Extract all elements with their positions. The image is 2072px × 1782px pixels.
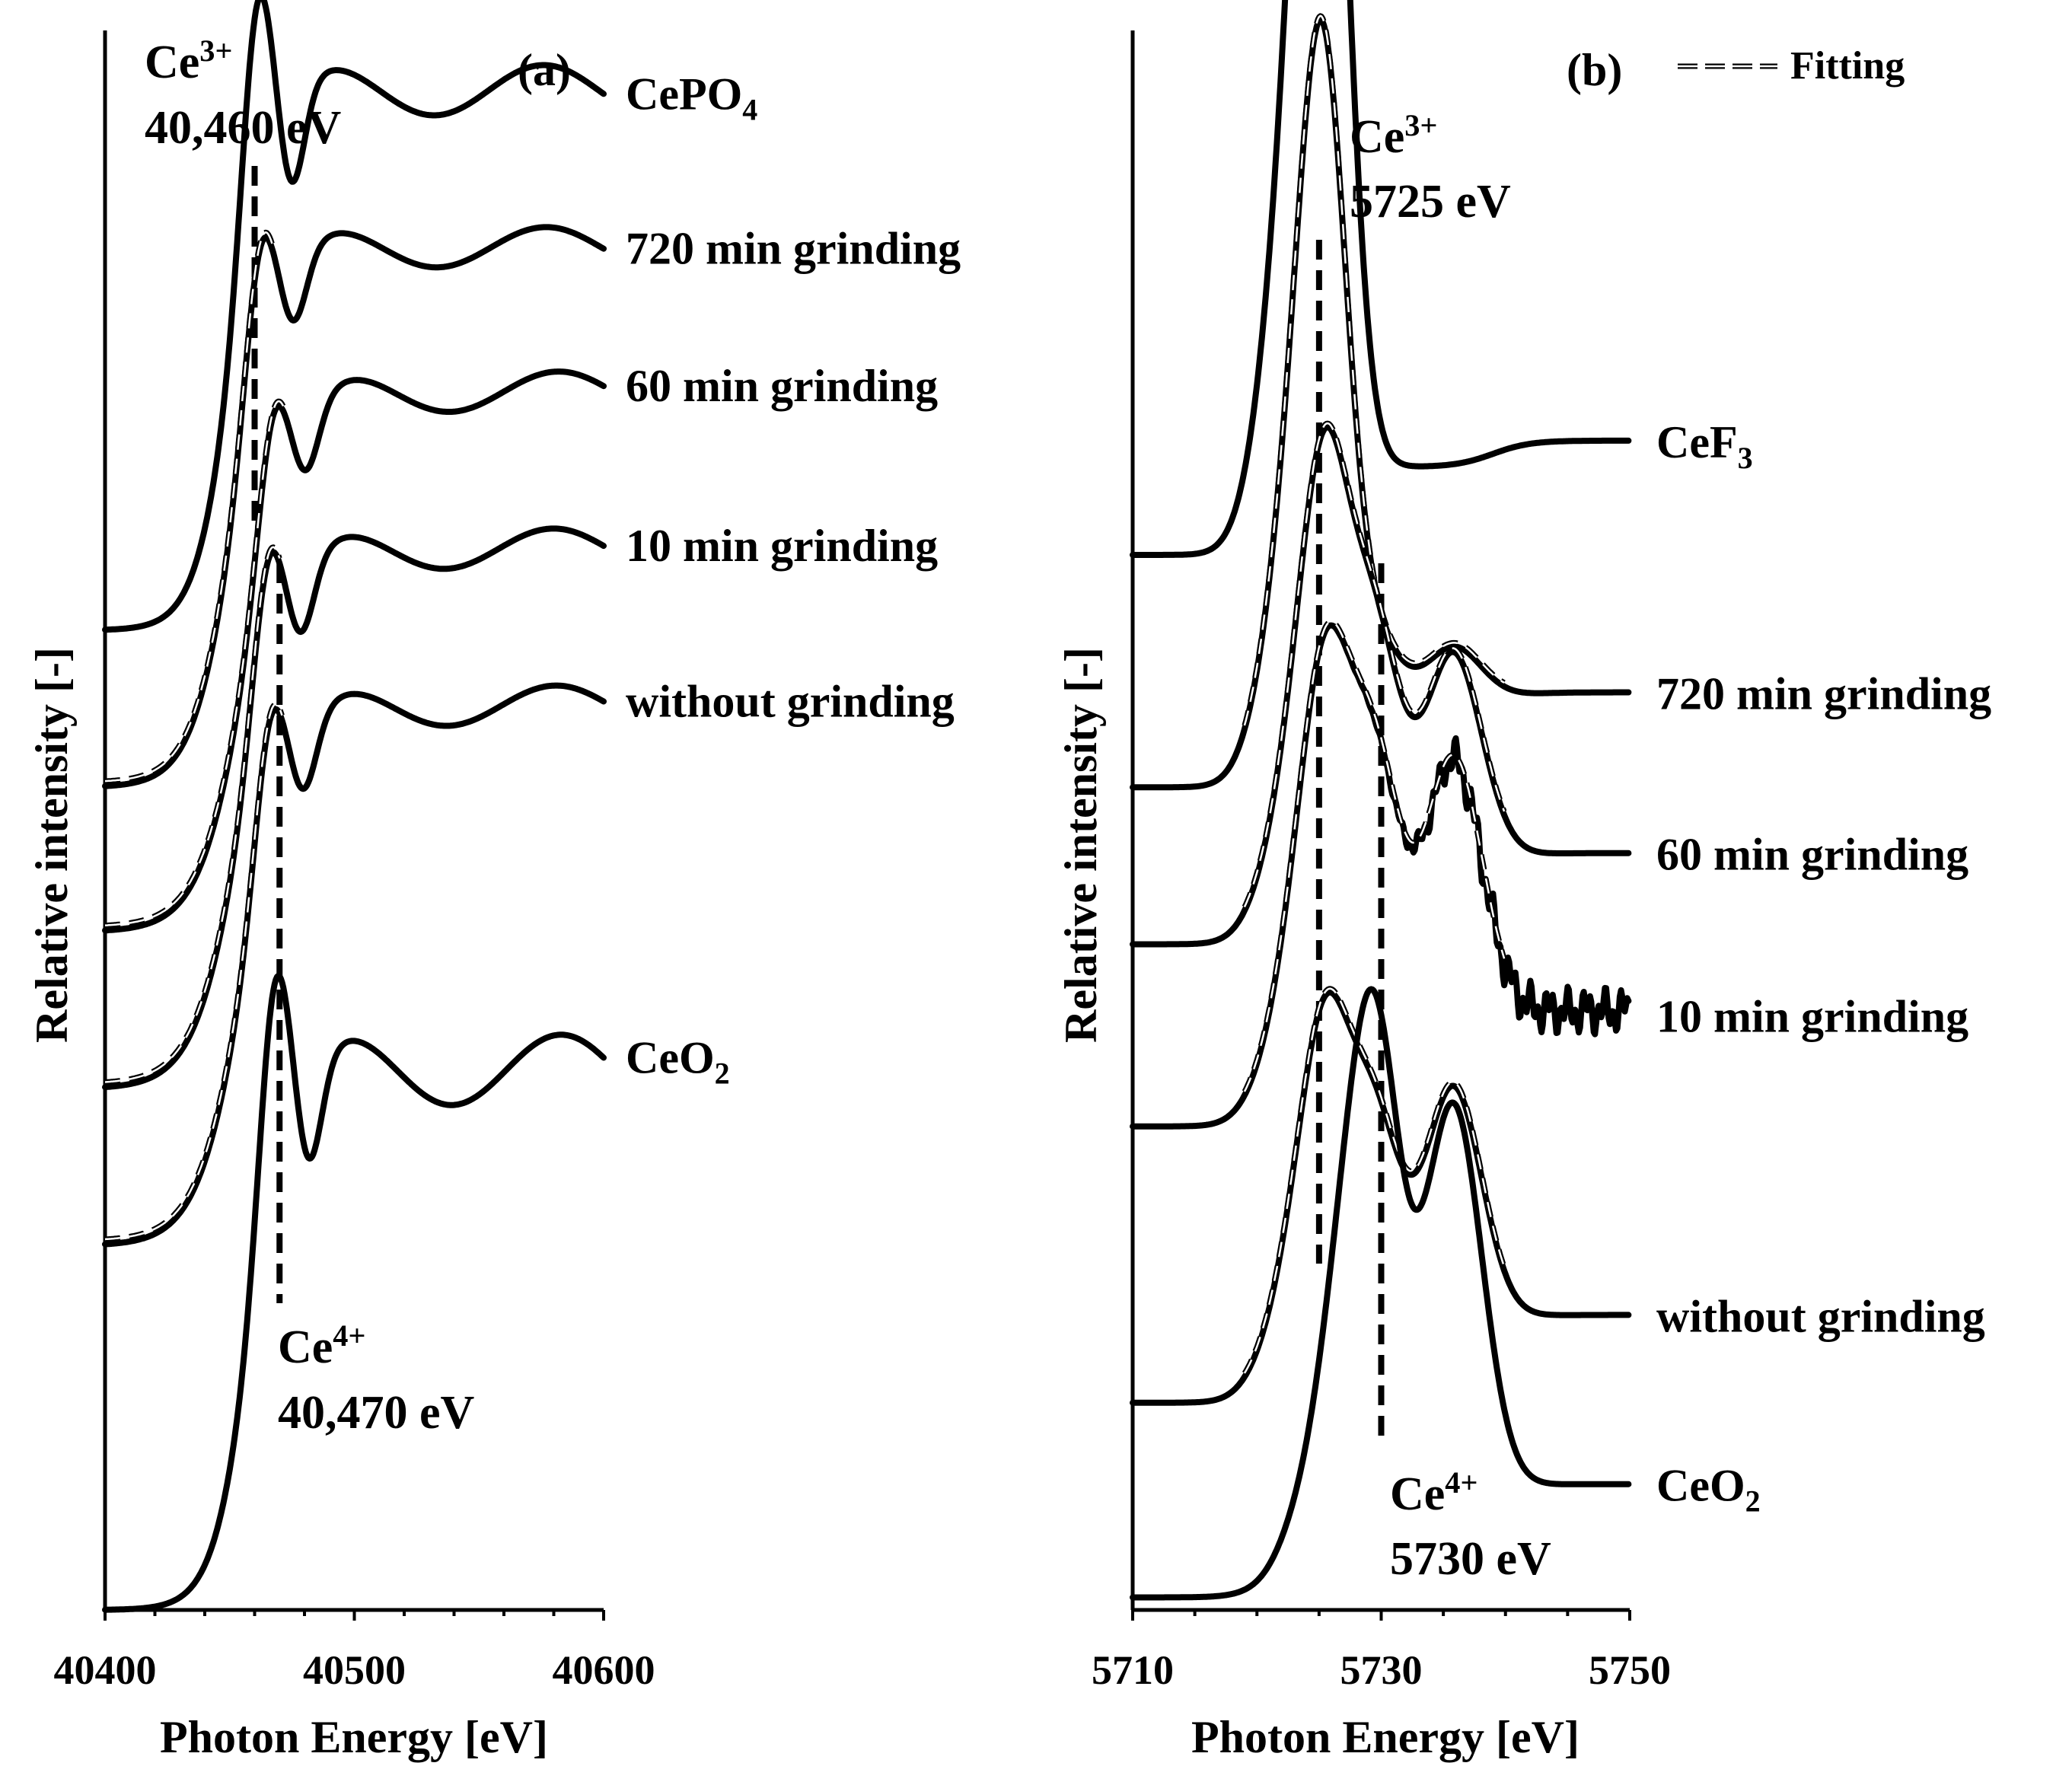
panel-b-curves — [1130, 0, 1632, 1601]
panel-b-series-label: without grinding — [1656, 1291, 1985, 1341]
panel-b-annotations: Ce3+ 5725 eV Ce4+ 5730 eV — [1350, 108, 1551, 1585]
panel-b-x-tick-label: 5710 — [1092, 1647, 1174, 1693]
panel-b-series-cef3 — [1130, 0, 1632, 558]
panel-b-fitting-inner-60-min-grinding — [1243, 422, 1506, 907]
panel-a-y-axis-label: Relative intensity [-] — [27, 647, 77, 1043]
panel-b-series-label: CeF3 — [1656, 417, 1753, 475]
panel-a-curves — [102, 0, 607, 1613]
panel-b-series-label: CeO2 — [1656, 1461, 1761, 1519]
panel-b-y-axis-label: Relative intensity [-] — [1056, 647, 1106, 1043]
panel-a-fitting-inner-60-min-grinding — [105, 400, 285, 926]
panel-a-ce4-energy: 40,470 eV — [278, 1387, 475, 1439]
panel-b-label: (b) — [1567, 45, 1622, 95]
panel-b-fitting-10-min-grinding — [1242, 618, 1507, 1093]
panel-b-series-labels: CeF3 720 min grinding 60 min grinding 10 mi… — [1656, 417, 1991, 1519]
panel-b-x-tick-label: 5750 — [1589, 1647, 1671, 1693]
panel-a-series-label: 720 min grinding — [626, 224, 961, 274]
panel-a-series-ceo2 — [102, 972, 607, 1613]
legend-fitting-label: Fitting — [1790, 44, 1905, 88]
panel-a-series-60-min-grinding — [102, 368, 607, 934]
panel-a-fitting-720-min-grinding — [104, 229, 275, 784]
panel-b-x-tick-label: 5730 — [1340, 1647, 1423, 1693]
panel-b-x-ticks — [1131, 1610, 1631, 1621]
panel-b-ce4-ion-label: Ce4+ — [1390, 1465, 1477, 1520]
panel-a-x-tick-label: 40600 — [553, 1647, 655, 1693]
panel-b-series-10-min-grinding — [1130, 622, 1632, 1130]
panel-b-ce3-ion-label: Ce3+ — [1350, 108, 1437, 163]
panel-a-x-tick-label: 40500 — [303, 1647, 406, 1693]
panel-a-ce4-ion-label: Ce4+ — [278, 1318, 365, 1373]
panel-b-fitting-without-grinding — [1242, 986, 1507, 1375]
panel-b-series-ceo2 — [1130, 986, 1632, 1601]
panel-b-series-label: 720 min grinding — [1656, 669, 1991, 719]
panel-a-x-tick-labels: 40400 40500 40600 — [54, 1647, 655, 1693]
panel-a-ce3-ion-label: Ce3+ — [145, 33, 232, 88]
panel-a-x-axis-label: Photon Energy [eV] — [160, 1712, 548, 1762]
panel-a: 40400 40500 40600 CePO4 720 min grinding 60 … — [27, 0, 961, 1762]
panel-a-annotations: Ce3+ 40,460 eV Ce4+ 40,470 eV — [145, 33, 475, 1439]
panel-a-ce3-energy: 40,460 eV — [145, 102, 342, 154]
panel-b-series-label: 60 min grinding — [1656, 830, 1968, 880]
panel-a-series-label: CePO4 — [626, 69, 757, 126]
panel-a-fitting-inner-10-min-grinding — [104, 546, 281, 1083]
legend: Fitting — [1678, 44, 1905, 88]
panel-a-series-label: without grinding — [626, 676, 955, 726]
panel-a-series-label: CeO2 — [626, 1033, 730, 1091]
panel-a-fitting-inner-720-min-grinding — [104, 231, 273, 783]
panel-b-x-tick-labels: 5710 5730 5750 — [1092, 1647, 1671, 1693]
panel-b-fitting-inner-without-grinding — [1243, 987, 1506, 1374]
panel-b-series-label: 10 min grinding — [1656, 991, 1968, 1041]
panel-a-series-10-min-grinding — [102, 525, 607, 1091]
panel-b: 5710 5730 5750 CeF3 720 min grinding 60 min … — [1056, 0, 1991, 1762]
panel-a-series-label: 60 min grinding — [626, 361, 938, 411]
panel-b-fitting-inner-10-min-grinding — [1243, 620, 1506, 1092]
panel-a-reference-lines — [251, 166, 283, 1303]
panel-a-series-without-grinding — [102, 682, 607, 1248]
panel-a-fitting-inner-without-grinding — [104, 703, 283, 1241]
panel-a-label: (a) — [518, 45, 571, 95]
panel-a-series-label: 10 min grinding — [626, 521, 938, 571]
panel-b-ce4-energy: 5730 eV — [1390, 1533, 1551, 1585]
panel-b-x-axis-label: Photon Energy [eV] — [1191, 1712, 1580, 1762]
panel-a-series-labels: CePO4 720 min grinding 60 min grinding 10 m… — [626, 69, 961, 1090]
panel-a-series-cepo4 — [102, 0, 607, 633]
panel-a-x-tick-label: 40400 — [54, 1647, 157, 1693]
panel-a-series-720-min-grinding — [102, 224, 607, 789]
panel-b-ce3-energy: 5725 eV — [1350, 176, 1511, 228]
